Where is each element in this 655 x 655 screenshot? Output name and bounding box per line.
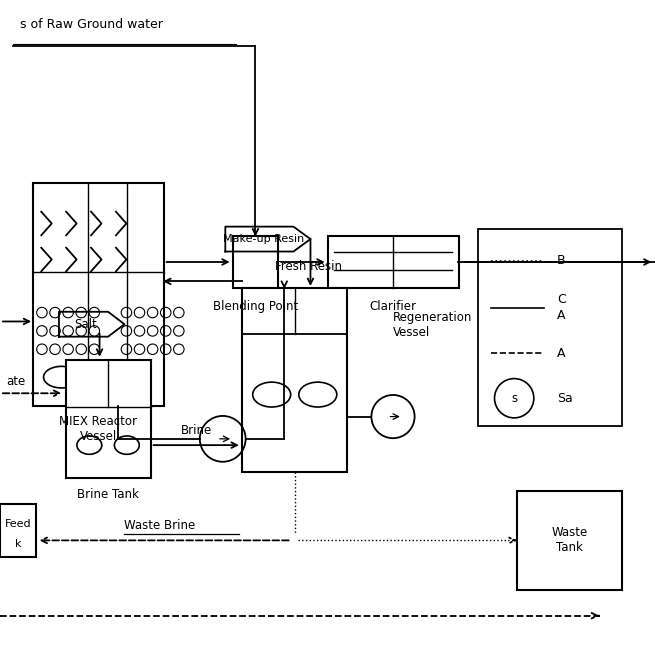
Bar [33,183,164,406]
Text: C: C [557,293,565,307]
Text: Brine: Brine [181,424,212,438]
Text: s of Raw Ground water: s of Raw Ground water [20,18,162,31]
Text: Blending Point: Blending Point [213,300,298,313]
Text: Waste
Tank: Waste Tank [552,527,588,554]
Text: s: s [511,392,517,405]
Text: Regeneration
Vessel: Regeneration Vessel [393,311,472,339]
Text: MIEX Reactor
Vessel: MIEX Reactor Vessel [59,415,138,443]
Bar [328,236,458,288]
Text: Fresh Resin: Fresh Resin [275,261,342,274]
Text: k: k [15,538,21,549]
Text: Brine Tank: Brine Tank [77,488,139,501]
Text: Waste Brine: Waste Brine [124,519,196,533]
Bar [233,236,278,288]
Text: A: A [557,309,565,322]
Text: Make-up Resin: Make-up Resin [223,234,305,244]
Text: Feed: Feed [5,519,31,529]
Text: Salt: Salt [74,318,96,331]
Bar [242,288,347,472]
Text: Sa: Sa [557,392,572,405]
Text: B: B [557,254,565,267]
Text: ate: ate [7,375,26,388]
Text: Clarifier: Clarifier [369,300,417,313]
Bar [478,229,622,426]
Text: A: A [557,346,565,360]
Bar [66,360,151,478]
Bar [0,504,36,557]
Bar [517,491,622,590]
